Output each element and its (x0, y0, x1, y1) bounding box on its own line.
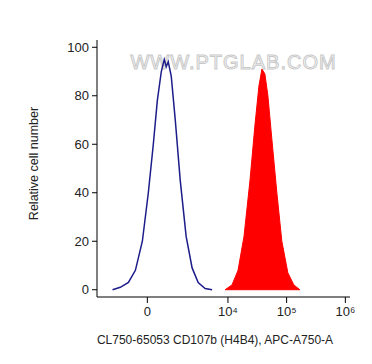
x-axis-label: CL750-65053 CD107b (H4B4), APC-A750-A (97, 333, 333, 347)
x-tick (227, 297, 228, 303)
y-tick (92, 47, 97, 48)
line (113, 59, 213, 289)
y-tick (92, 289, 97, 290)
y-tick-label: 0 (82, 282, 89, 297)
y-tick (92, 192, 97, 193)
x-axis (97, 297, 350, 298)
area (225, 69, 300, 290)
chart: WWW.PTGLAB.COM020406080100010⁴10⁵10⁶CL75… (0, 0, 372, 364)
y-tick-label: 20 (75, 234, 89, 249)
x-tick-label: 10⁵ (277, 304, 297, 319)
y-axis-label: Relative cell number (27, 107, 41, 220)
y-tick (92, 241, 97, 242)
y-tick-label: 60 (75, 137, 89, 152)
y-axis (97, 40, 98, 297)
y-tick-label: 100 (67, 40, 89, 55)
x-tick-label: 10⁴ (218, 304, 238, 319)
y-tick (92, 144, 97, 145)
x-tick (147, 297, 148, 303)
y-tick-label: 40 (75, 185, 89, 200)
y-tick-label: 80 (75, 88, 89, 103)
x-tick-label: 10⁶ (335, 304, 355, 319)
x-tick (345, 297, 346, 303)
x-tick-label: 0 (144, 304, 151, 319)
plot-area (113, 59, 300, 289)
x-tick (286, 297, 287, 303)
y-tick (92, 95, 97, 96)
